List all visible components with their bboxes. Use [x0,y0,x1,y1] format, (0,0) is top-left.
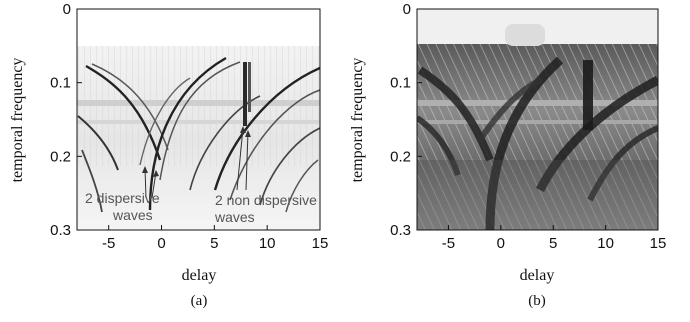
y-ticks: 0 0.1 0.2 0.3 [390,1,422,239]
y-axis-label: temporal frequency [9,58,26,183]
axes-frame [76,8,321,231]
y-axis-label: temporal frequency [349,58,366,183]
annotation-non-dispersive-line1: 2 non dispersive [215,192,317,208]
y-tick-label: 0.2 [50,148,71,165]
annotation-non-dispersive: 2 non dispersive waves [214,126,317,225]
y-tick-label: 0.1 [50,75,71,92]
y-tick-label: 0 [63,1,71,18]
x-tick-label: 10 [597,235,614,252]
axes-frame [416,8,659,231]
x-ticks: -5 0 5 10 15 [442,225,667,252]
x-axis-label: delay [182,267,217,284]
x-tick-label: 5 [549,235,557,252]
y-tick-label: 0.1 [390,75,411,92]
annotation-dispersive-line2: waves [112,207,153,223]
annotation-non-dispersive-line2: waves [214,209,255,225]
heatmap-image [77,46,320,230]
x-ticks: -5 0 5 10 15 [102,225,328,252]
annotation-dispersive: 2 dispersive waves [85,166,160,223]
x-tick-label: 0 [497,235,505,252]
annotation-dispersive-line1: 2 dispersive [85,190,160,206]
y-tick-label: 0.3 [390,222,411,239]
y-tick-label: 0 [403,1,411,18]
panel-caption: (a) [191,293,208,309]
x-tick-label: 10 [259,235,276,252]
heatmap-image [417,24,658,230]
panel-b: 0 0.1 0.2 0.3 -5 0 5 10 15 temporal frequency d… [349,1,666,309]
x-tick-label: 15 [650,235,667,252]
x-tick-label: -5 [442,235,455,252]
x-axis-label: delay [520,267,555,284]
x-tick-label: 0 [157,235,165,252]
x-tick-label: 5 [210,235,218,252]
y-ticks: 0 0.1 0.2 0.3 [50,1,82,239]
x-tick-label: 15 [312,235,329,252]
panel-caption: (b) [528,293,546,309]
panel-a: 0 0.1 0.2 0.3 -5 0 5 10 15 2 dispersive waves 2… [9,1,328,309]
y-tick-label: 0.2 [390,148,411,165]
y-tick-label: 0.3 [50,222,71,239]
x-tick-label: -5 [102,235,115,252]
